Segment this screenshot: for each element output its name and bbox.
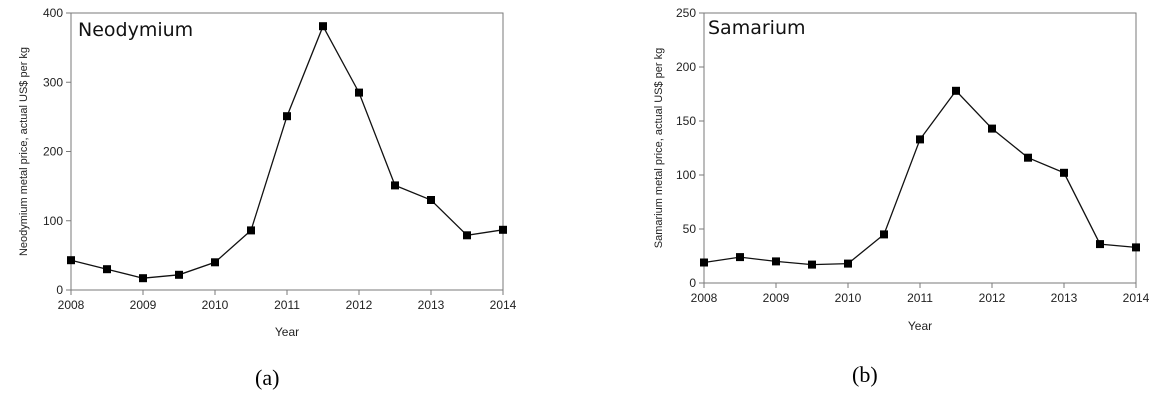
sm-data-point	[1024, 153, 1032, 162]
neodymium-chart: 0 100 200 300 400 2008 2009 2010 2011 2012 2013 201…	[18, 6, 517, 339]
nd-data-point	[499, 225, 507, 234]
nd-x-tick-label: 2014	[490, 298, 517, 312]
sm-data-point	[988, 124, 996, 133]
sm-data-point	[1132, 243, 1140, 252]
sm-data-point	[1096, 240, 1104, 249]
nd-data-point	[247, 226, 255, 235]
nd-x-tick-label: 2011	[274, 298, 300, 312]
nd-series-line	[70, 24, 504, 279]
sm-y-tick-label: 150	[676, 114, 696, 128]
sm-data-point	[880, 230, 888, 239]
nd-x-tick-label: 2010	[202, 298, 229, 312]
sm-x-tick-label: 2009	[763, 291, 790, 305]
nd-data-point	[175, 270, 183, 279]
nd-y-axis-label: Neodymium metal price, actual US$ per kg	[18, 47, 30, 256]
sm-y-tick-label: 100	[676, 168, 696, 182]
nd-y-tick-label: 200	[43, 145, 63, 159]
caption-a: (a)	[255, 365, 280, 390]
sm-y-tick-label: 250	[676, 6, 696, 20]
nd-x-tick-label: 2012	[346, 298, 373, 312]
nd-data-point	[67, 256, 75, 265]
sm-plot-frame	[703, 12, 1137, 284]
sm-data-point	[844, 259, 852, 268]
sm-data-point	[916, 135, 924, 144]
caption-b: (b)	[852, 362, 878, 387]
sm-data-point	[736, 253, 744, 262]
nd-data-point	[103, 265, 111, 274]
nd-data-point	[139, 274, 147, 283]
sm-x-tick-label: 2012	[979, 291, 1006, 305]
nd-x-tick-label: 2009	[130, 298, 157, 312]
sm-y-axis-label: Samarium metal price, actual US$ per kg	[653, 48, 665, 249]
nd-x-axis-label: Year	[275, 325, 299, 339]
sm-data-point	[952, 86, 960, 95]
nd-plot-frame	[70, 12, 504, 291]
sm-x-axis-label: Year	[908, 319, 932, 333]
sm-x-tick-label: 2011	[907, 291, 933, 305]
nd-data-point	[355, 88, 363, 97]
sm-y-tick-label: 50	[683, 222, 697, 236]
nd-data-point	[283, 112, 291, 121]
nd-data-point	[319, 22, 327, 31]
sm-x-tick-label: 2008	[691, 291, 718, 305]
nd-x-tick-label: 2008	[58, 298, 85, 312]
sm-chart-title: Samarium	[708, 17, 806, 39]
sm-y-tick-label: 200	[676, 60, 696, 74]
sm-data-point	[808, 260, 816, 269]
nd-data-point	[463, 231, 471, 240]
sm-series-line	[703, 89, 1137, 266]
nd-data-point	[211, 258, 219, 267]
nd-y-tick-label: 0	[56, 283, 63, 297]
nd-y-tick-label: 400	[43, 6, 63, 20]
nd-chart-title: Neodymium	[78, 19, 193, 41]
sm-x-tick-label: 2010	[835, 291, 862, 305]
sm-y-tick-label: 0	[689, 276, 696, 290]
sm-x-tick-label: 2014	[1123, 291, 1150, 305]
samarium-chart: 0 50 100 150 200 250 2008 2009 2010 2011 2012 2013 2…	[653, 6, 1150, 333]
sm-data-point	[772, 257, 780, 266]
nd-y-tick-label: 300	[43, 75, 63, 89]
nd-x-tick-label: 2013	[418, 298, 445, 312]
sm-data-point	[700, 258, 708, 267]
nd-y-tick-label: 100	[43, 214, 63, 228]
sm-data-point	[1060, 168, 1068, 177]
nd-data-point	[391, 181, 399, 190]
sm-x-tick-label: 2013	[1051, 291, 1078, 305]
nd-data-point	[427, 196, 435, 204]
